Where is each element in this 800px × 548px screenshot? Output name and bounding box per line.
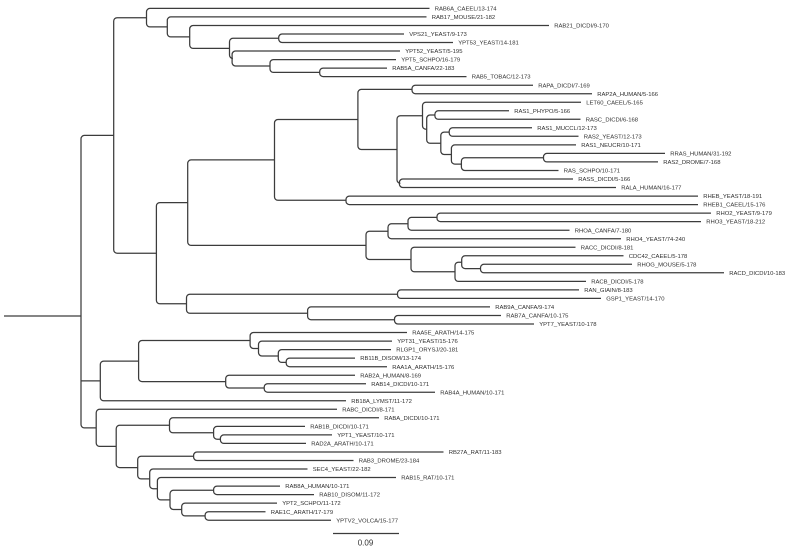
- svg-text:YPT52_YEAST/5-195: YPT52_YEAST/5-195: [405, 49, 463, 55]
- svg-text:RLGP1_ORYSJ/20-181: RLGP1_ORYSJ/20-181: [396, 348, 458, 354]
- svg-text:RAS2_YEAST/12-173: RAS2_YEAST/12-173: [584, 134, 643, 140]
- svg-text:RAP2A_HUMAN/5-166: RAP2A_HUMAN/5-166: [597, 92, 659, 98]
- svg-text:RAS1_NEUCR/10-171: RAS1_NEUCR/10-171: [581, 143, 641, 149]
- svg-text:VPS21_YEAST/9-173: VPS21_YEAST/9-173: [409, 32, 467, 38]
- svg-text:RACB_DICDI/5-178: RACB_DICDI/5-178: [591, 280, 644, 286]
- svg-text:RASC_DICDI/6-168: RASC_DICDI/6-168: [586, 117, 639, 123]
- svg-text:YPT53_YEAST/14-181: YPT53_YEAST/14-181: [458, 41, 519, 47]
- svg-text:YPT7_YEAST/10-178: YPT7_YEAST/10-178: [539, 322, 597, 328]
- svg-text:RAD2A_ARATH/10-171: RAD2A_ARATH/10-171: [311, 442, 373, 448]
- svg-text:YPT31_YEAST/15-176: YPT31_YEAST/15-176: [397, 339, 458, 345]
- svg-text:GSP1_YEAST/14-170: GSP1_YEAST/14-170: [606, 297, 665, 303]
- svg-text:YPTV2_VOLCA/15-177: YPTV2_VOLCA/15-177: [336, 518, 398, 524]
- svg-text:RHEB1_CAEEL/15-176: RHEB1_CAEEL/15-176: [703, 203, 766, 209]
- svg-text:RHEB_YEAST/18-191: RHEB_YEAST/18-191: [703, 194, 762, 200]
- svg-text:RAB14_DICDI/10-171: RAB14_DICDI/10-171: [371, 382, 429, 388]
- svg-text:RAS1_PHYPO/5-166: RAS1_PHYPO/5-166: [514, 109, 571, 115]
- svg-text:RAB4A_HUMAN/10-171: RAB4A_HUMAN/10-171: [440, 390, 504, 396]
- svg-text:RAS2_DROME/7-168: RAS2_DROME/7-168: [663, 160, 721, 166]
- svg-text:RASS_DICDI/5-166: RASS_DICDI/5-166: [578, 177, 631, 183]
- svg-text:RHOA_CANFA/7-180: RHOA_CANFA/7-180: [575, 228, 632, 234]
- svg-text:CDC42_CAEEL/5-178: CDC42_CAEEL/5-178: [629, 254, 688, 260]
- svg-text:YPT2_SCHPO/11-172: YPT2_SCHPO/11-172: [282, 501, 341, 507]
- svg-text:SEC4_YEAST/22-182: SEC4_YEAST/22-182: [313, 467, 371, 473]
- svg-text:RAB3_DROME/23-184: RAB3_DROME/23-184: [359, 459, 420, 465]
- svg-text:RB11B_DISOM/13-174: RB11B_DISOM/13-174: [360, 356, 422, 362]
- svg-text:RABC_DICDI/8-171: RABC_DICDI/8-171: [342, 407, 394, 413]
- svg-text:RHOG_MOUSE/5-178: RHOG_MOUSE/5-178: [637, 262, 697, 268]
- svg-text:YPT5_SCHPO/16-179: YPT5_SCHPO/16-179: [401, 58, 460, 64]
- svg-text:RAB9A_CANFA/9-174: RAB9A_CANFA/9-174: [495, 305, 555, 311]
- svg-text:RABA_DICDI/10-171: RABA_DICDI/10-171: [384, 416, 439, 422]
- svg-text:RHO2_YEAST/9-179: RHO2_YEAST/9-179: [716, 211, 772, 217]
- svg-text:RAB1B_DICDI/10-171: RAB1B_DICDI/10-171: [310, 425, 369, 431]
- svg-text:RACC_DICDI/8-181: RACC_DICDI/8-181: [581, 245, 634, 251]
- svg-text:RB18A_LYMST/11-172: RB18A_LYMST/11-172: [351, 399, 412, 405]
- svg-text:RHO3_YEAST/18-212: RHO3_YEAST/18-212: [706, 220, 765, 226]
- svg-text:RAB8A_HUMAN/10-171: RAB8A_HUMAN/10-171: [285, 484, 349, 490]
- svg-text:RAA1A_ARATH/15-176: RAA1A_ARATH/15-176: [392, 365, 455, 371]
- svg-text:RAN_GIAIN/8-183: RAN_GIAIN/8-183: [584, 288, 633, 294]
- svg-text:RALA_HUMAN/16-177: RALA_HUMAN/16-177: [621, 186, 681, 192]
- svg-text:RAB21_DICDI/9-170: RAB21_DICDI/9-170: [554, 24, 609, 30]
- svg-text:RAA5E_ARATH/14-175: RAA5E_ARATH/14-175: [412, 331, 475, 337]
- svg-text:RAB17_MOUSE/21-182: RAB17_MOUSE/21-182: [432, 15, 496, 21]
- svg-text:RAS_SCHPO/10-171: RAS_SCHPO/10-171: [564, 169, 620, 175]
- svg-text:RAB2A_HUMAN/8-169: RAB2A_HUMAN/8-169: [360, 373, 421, 379]
- svg-text:RAE1C_ARATH/17-179: RAE1C_ARATH/17-179: [271, 510, 333, 516]
- svg-text:RAB5A_CANFA/22-183: RAB5A_CANFA/22-183: [392, 66, 455, 72]
- svg-text:RAB7A_CANFA/10-175: RAB7A_CANFA/10-175: [506, 314, 569, 320]
- svg-text:RAB5_TOBAC/12-173: RAB5_TOBAC/12-173: [472, 75, 532, 81]
- svg-text:LET60_CAEEL/5-165: LET60_CAEEL/5-165: [586, 100, 643, 106]
- svg-text:RAB15_RAT/10-171: RAB15_RAT/10-171: [401, 476, 454, 482]
- svg-text:YPT1_YEAST/10-171: YPT1_YEAST/10-171: [337, 433, 394, 439]
- svg-text:RAPA_DICDI/7-169: RAPA_DICDI/7-169: [538, 83, 590, 89]
- svg-text:RHO4_YEAST/74-240: RHO4_YEAST/74-240: [626, 237, 686, 243]
- svg-text:0.09: 0.09: [358, 539, 374, 548]
- svg-text:RB27A_RAT/11-183: RB27A_RAT/11-183: [449, 450, 503, 456]
- svg-text:RAB6A_CAEEL/13-174: RAB6A_CAEEL/13-174: [435, 7, 498, 13]
- svg-text:RAS1_MUCCL/12-173: RAS1_MUCCL/12-173: [537, 126, 597, 132]
- svg-text:RRAS_HUMAN/31-192: RRAS_HUMAN/31-192: [670, 152, 731, 158]
- svg-text:RACD_DICDI/10-183: RACD_DICDI/10-183: [729, 271, 786, 277]
- svg-text:RAB10_DISOM/11-172: RAB10_DISOM/11-172: [319, 493, 380, 499]
